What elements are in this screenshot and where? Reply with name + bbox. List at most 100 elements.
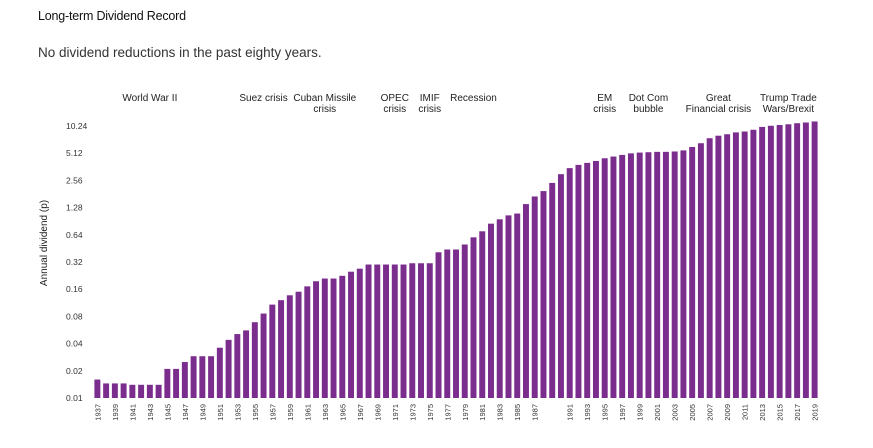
bar-1992	[575, 164, 582, 398]
bar-1974	[418, 263, 424, 398]
bar-1987	[531, 196, 538, 398]
x-tick-label: 1939	[111, 404, 120, 421]
event-annotation: Dot Com bubble	[629, 93, 668, 115]
bar-1960	[295, 291, 302, 398]
x-tick-label: 2011	[741, 404, 750, 420]
x-tick-label: 1995	[601, 404, 610, 421]
bar-2017	[794, 123, 801, 398]
bar-1980	[470, 237, 477, 398]
x-tick-label: 1949	[198, 404, 207, 421]
x-tick-label: 2017	[793, 404, 802, 421]
event-annotation: Recession	[450, 93, 497, 104]
x-tick-label: 2009	[723, 404, 732, 421]
bar-2014	[767, 125, 774, 399]
y-tick-label: 10.24	[66, 121, 88, 131]
x-tick-label: 1959	[286, 404, 295, 421]
bar-1985	[514, 213, 521, 398]
bar-2019	[811, 121, 818, 398]
bar-1959	[286, 295, 293, 398]
bar-1954	[243, 330, 250, 398]
page-title: Long-term Dividend Record	[38, 9, 186, 23]
x-tick-label: 1985	[513, 404, 522, 421]
bar-1949	[199, 356, 206, 398]
bar-2011	[741, 131, 748, 398]
page-subtitle: No dividend reductions in the past eight…	[38, 45, 322, 60]
event-annotation: IMIF crisis	[418, 93, 441, 115]
bar-2018	[802, 122, 809, 398]
bars	[94, 121, 818, 399]
bar-2015	[776, 125, 783, 399]
bar-1993	[584, 162, 591, 398]
bar-1957	[269, 304, 276, 398]
bar-1981	[479, 231, 486, 398]
x-tick-label: 1961	[303, 404, 312, 421]
bar-2016	[785, 124, 792, 398]
x-tick-label: 2001	[653, 404, 662, 421]
bar-1978	[453, 249, 459, 398]
x-tick-label: 1963	[321, 404, 330, 421]
bar-1937	[94, 379, 101, 398]
bar-1983	[496, 219, 503, 398]
x-tick-label: 1969	[373, 404, 382, 421]
bar-1988	[540, 191, 547, 398]
bar-1967	[356, 268, 363, 398]
bar-2005	[689, 146, 696, 398]
bar-1998	[627, 153, 634, 398]
bar-1991	[566, 168, 573, 398]
event-annotation: Cuban Missile crisis	[293, 93, 356, 115]
bar-2000	[645, 152, 652, 398]
x-tick-label: 1981	[478, 404, 487, 421]
bar-1999	[636, 152, 643, 398]
x-tick-label: 1951	[216, 404, 225, 421]
bar-1971	[391, 264, 398, 398]
bar-1972	[400, 264, 407, 398]
x-tick-label: 1993	[583, 404, 592, 421]
x-tick-label: 1955	[251, 404, 260, 421]
x-tick-label: 1987	[531, 404, 540, 421]
x-tick-label: 1953	[233, 404, 242, 421]
bar-1962	[313, 281, 320, 398]
event-annotation: World War II	[122, 93, 177, 104]
bar-1977	[444, 249, 451, 398]
x-tick-label: 2019	[811, 404, 820, 421]
x-tick-label: 1997	[618, 404, 627, 421]
x-tick-label: 1975	[426, 404, 435, 421]
x-tick-label: 1937	[93, 404, 102, 421]
x-tick-label: 2005	[688, 404, 697, 421]
bar-1973	[409, 263, 416, 398]
bar-1970	[383, 264, 389, 398]
bar-2002	[662, 151, 669, 398]
bar-1955	[251, 322, 258, 398]
bar-1984	[505, 215, 512, 398]
y-tick-label: 5.12	[66, 148, 83, 158]
y-axis-label: Annual dividend (p)	[39, 200, 50, 286]
bar-2010	[732, 132, 739, 398]
x-tick-label: 1965	[338, 404, 347, 421]
x-tick-label: 1973	[408, 404, 417, 421]
x-tick-label: 1943	[146, 404, 155, 421]
bar-1940	[120, 383, 127, 398]
x-tick-label: 1941	[128, 404, 137, 421]
x-tick-label: 1991	[566, 404, 575, 421]
x-tick-label: 1977	[443, 404, 452, 421]
bar-2001	[654, 151, 661, 398]
y-tick-label: 0.16	[66, 284, 83, 294]
bar-1995	[601, 158, 608, 398]
bar-1990	[557, 174, 564, 398]
bar-1958	[278, 300, 285, 398]
x-tick-label: 1967	[356, 404, 365, 421]
bar-1951	[216, 347, 223, 398]
y-tick-label: 0.08	[66, 311, 83, 321]
bar-1965	[339, 275, 346, 398]
bar-1942	[138, 384, 145, 398]
event-annotation: Great Financial crisis	[686, 93, 752, 115]
bar-1989	[549, 182, 556, 398]
bar-2009	[724, 134, 731, 399]
x-tick-label: 2013	[758, 404, 767, 421]
bar-1975	[426, 263, 433, 398]
bar-1944	[155, 384, 162, 398]
y-tick-label: 0.02	[66, 366, 83, 376]
bar-1968	[365, 264, 372, 398]
x-tick-label: 2007	[706, 404, 715, 421]
